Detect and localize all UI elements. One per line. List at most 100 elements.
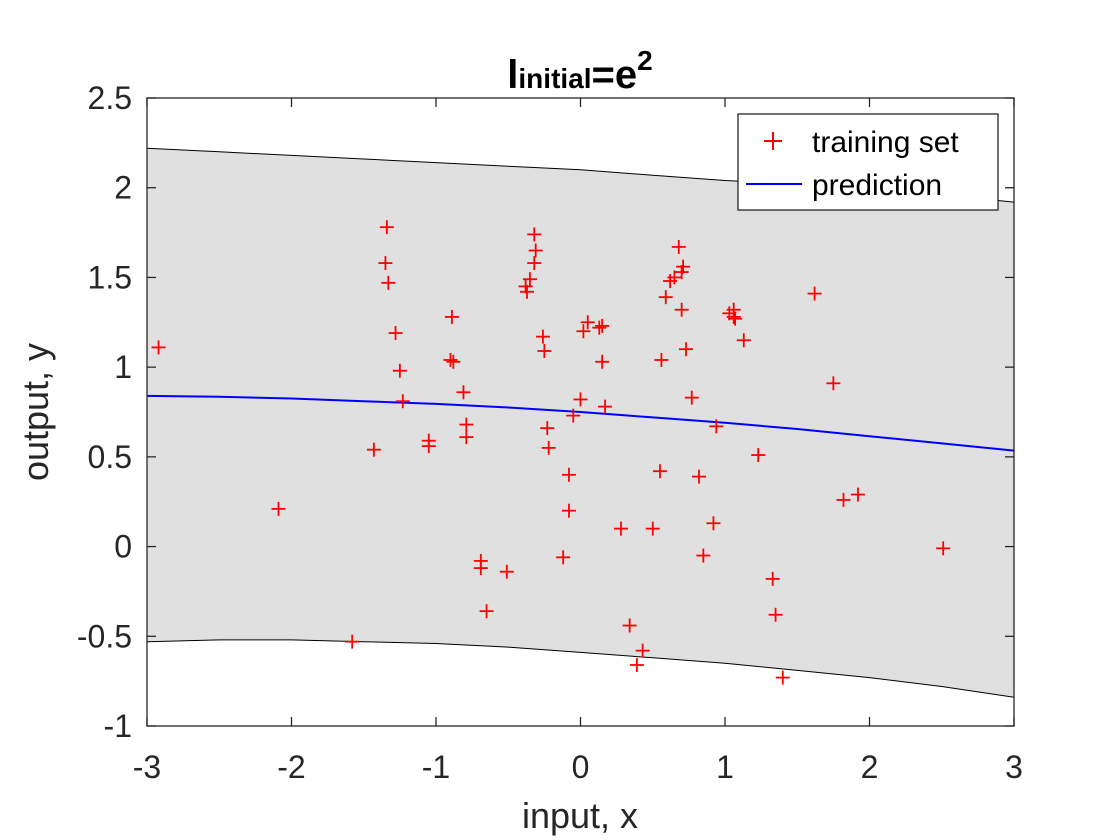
training-point xyxy=(775,670,790,685)
training-point xyxy=(836,492,851,507)
legend-marker-training-set xyxy=(764,132,782,150)
legend-box xyxy=(737,113,999,211)
x-axis-label: input, x xyxy=(522,795,638,836)
tick-layer xyxy=(146,97,1015,727)
title-subscript: initial xyxy=(518,63,591,94)
training-point xyxy=(540,421,555,436)
training-point xyxy=(556,550,571,565)
training-point xyxy=(684,390,699,405)
training-point xyxy=(345,634,360,649)
x-tick-label: 3 xyxy=(1005,749,1023,785)
x-tick-label: -2 xyxy=(277,749,305,785)
training-point xyxy=(580,315,595,330)
training-point xyxy=(592,320,607,335)
y-tick-label: -1 xyxy=(104,708,132,744)
training-point xyxy=(696,548,711,563)
x-tick-labels: -3 -2 -1 0 1 2 3 xyxy=(133,749,1023,785)
training-point xyxy=(678,342,693,357)
training-point xyxy=(541,440,556,455)
legend: training set prediction xyxy=(737,113,999,211)
training-point xyxy=(381,275,396,290)
training-point xyxy=(674,302,689,317)
training-point xyxy=(671,239,686,254)
training-point xyxy=(751,448,766,463)
x-tick-label: -1 xyxy=(422,749,450,785)
training-point xyxy=(151,340,166,355)
training-point xyxy=(936,541,951,556)
training-point xyxy=(667,270,682,285)
training-point xyxy=(479,604,494,619)
x-tick-label: 1 xyxy=(716,749,734,785)
training-point xyxy=(598,399,613,414)
training-point xyxy=(709,419,724,434)
training-point xyxy=(622,618,637,633)
legend-label-prediction: prediction xyxy=(812,169,942,202)
title-base: l xyxy=(507,53,518,97)
y-tick-label: 1 xyxy=(114,349,132,385)
y-tick-label: 0 xyxy=(114,529,132,565)
training-point xyxy=(473,561,488,576)
y-tick-label: 0.5 xyxy=(88,439,132,475)
training-point xyxy=(629,657,644,672)
y-tick-label: 2 xyxy=(114,170,132,206)
x-tick-label: -3 xyxy=(133,749,161,785)
training-point xyxy=(645,521,660,536)
training-point xyxy=(459,430,474,445)
training-point xyxy=(706,516,721,531)
training-point xyxy=(446,354,461,369)
training-point xyxy=(850,487,865,502)
confidence-band-fill xyxy=(147,148,1014,698)
chart-title: linitial=e2 xyxy=(507,45,652,97)
training-point xyxy=(443,352,458,367)
y-tick-label: 1.5 xyxy=(88,259,132,295)
training-point xyxy=(658,290,673,305)
training-point xyxy=(595,318,610,333)
training-point xyxy=(395,394,410,409)
training-point xyxy=(527,256,542,271)
training-point xyxy=(561,467,576,482)
training-point xyxy=(379,220,394,235)
training-point xyxy=(768,607,783,622)
y-tick-labels: -1 -0.5 0 0.5 1 1.5 2 2.5 xyxy=(77,80,132,744)
x-tick-label: 2 xyxy=(861,749,879,785)
training-point xyxy=(499,564,514,579)
training-point xyxy=(691,469,706,484)
training-point xyxy=(444,309,459,324)
training-point xyxy=(527,227,542,242)
training-point xyxy=(652,464,667,479)
prediction-line-layer xyxy=(146,394,1015,452)
training-point xyxy=(635,643,650,658)
title-middle: =e xyxy=(592,53,638,97)
training-point xyxy=(561,503,576,518)
training-point xyxy=(726,302,741,317)
training-point xyxy=(366,442,381,457)
training-point xyxy=(566,408,581,423)
training-point xyxy=(807,286,822,301)
training-point xyxy=(613,521,628,536)
training-point xyxy=(573,392,588,407)
training-point xyxy=(595,354,610,369)
training-point xyxy=(392,363,407,378)
title-superscript: 2 xyxy=(637,45,653,76)
training-point xyxy=(271,501,286,516)
training-point xyxy=(456,385,471,400)
training-point xyxy=(459,417,474,432)
y-axis-label: output, y xyxy=(15,343,56,481)
confidence-band-layer xyxy=(146,147,1015,698)
training-point xyxy=(535,329,550,344)
confidence-band-lower-edge xyxy=(146,639,1015,698)
training-point xyxy=(728,311,743,326)
training-point xyxy=(378,256,393,271)
x-tick-label: 0 xyxy=(572,749,590,785)
training-point xyxy=(528,243,543,258)
training-point xyxy=(522,272,537,287)
training-point xyxy=(676,259,691,274)
training-point xyxy=(736,333,751,348)
training-point xyxy=(765,571,780,586)
y-tick-label: -0.5 xyxy=(77,618,132,654)
prediction-line xyxy=(146,394,1015,452)
training-point xyxy=(520,284,535,299)
training-point xyxy=(826,376,841,391)
legend-label-training-set: training set xyxy=(812,126,959,159)
training-point xyxy=(421,439,436,454)
